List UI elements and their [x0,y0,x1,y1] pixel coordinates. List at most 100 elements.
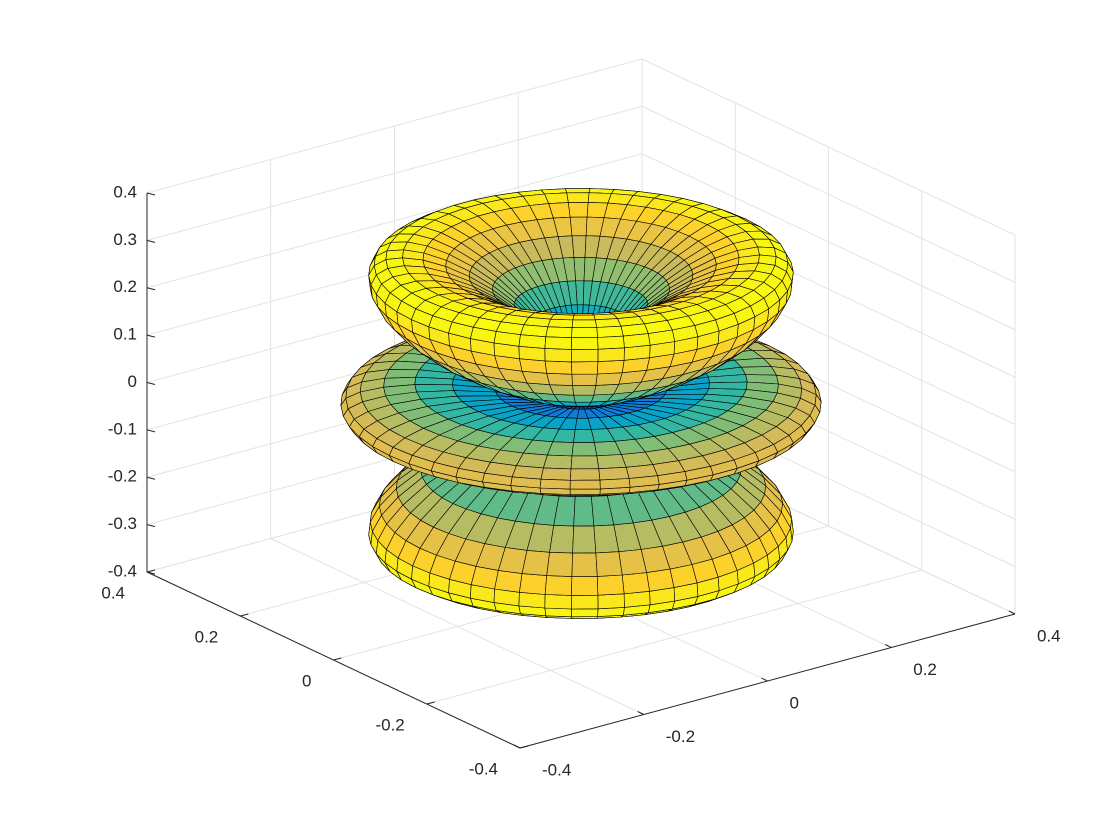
surface-patch [546,372,573,386]
surface-patch [544,348,572,363]
surface-patch [546,551,573,577]
surface-patch [596,454,627,470]
z-tick [146,524,156,528]
surface-patch [571,594,599,610]
surface-patch [571,608,599,618]
x-tick-label: 0.4 [1037,626,1061,645]
surface-patch [518,591,546,609]
surface-patch [571,337,599,350]
surface-patch [544,575,573,596]
surface-patch [740,366,777,376]
surface-patch [543,454,573,470]
surface-patch [571,576,599,596]
x-tick [513,744,521,749]
z-tick [146,239,156,243]
z-tick-label: -0.3 [108,514,137,533]
z-tick [146,571,156,575]
z-tick-label: -0.4 [108,561,137,580]
surface-patch [596,574,625,596]
surface-patch [569,488,601,495]
surface-patch [569,468,601,481]
surface-patch [540,467,572,481]
surface-patch [622,333,651,349]
grid-line [426,569,922,705]
surface-patch [571,327,598,339]
surface-patch [573,394,595,403]
surface-patch [598,466,630,481]
surface-patch [595,551,623,577]
surface-patch [571,442,598,457]
z-tick [146,287,156,291]
surface-patch [573,429,595,443]
surface-patch [587,192,612,204]
z-tick-label: 0.4 [113,182,137,201]
y-tick [240,613,249,617]
z-tick-label: 0.1 [113,325,137,344]
surface-patch [544,336,572,350]
x-tick-label: 0 [790,693,799,712]
surface-patch [494,570,523,593]
z-tick-label: 0.3 [113,230,137,249]
z-tick-label: 0.2 [113,277,137,296]
surface-patch [708,381,748,390]
surface-patch [571,235,587,258]
surface-patch [599,478,631,490]
surface-patch [572,314,596,321]
surface-patch [597,335,625,350]
y-tick-label: 0.4 [101,583,125,602]
surface-patch [519,573,548,595]
x-tick [1008,610,1016,615]
surface-patch [566,192,590,203]
surface-patch [572,385,597,396]
surface-patch [574,401,592,407]
surface-patch [539,478,571,490]
x-tick-label: -0.2 [666,727,695,746]
surface-patch [518,334,547,349]
y-tick [519,745,529,749]
y-tick-label: -0.2 [375,715,404,734]
surface-patch [596,325,624,338]
y-tick-label: 0.2 [195,627,219,646]
surface-patch [569,479,601,490]
surface-patch [621,572,650,595]
z-tick [146,382,156,385]
surface-patch [573,496,595,527]
y-tick [333,657,342,661]
z-tick-label: -0.1 [108,419,137,438]
surface-patch [545,326,573,339]
x-tick-label: -0.4 [542,760,571,779]
x-tick [637,711,644,715]
surface-patch [597,593,625,610]
x-tick [885,644,892,648]
surface-patch [544,360,573,375]
axes-layer: -0.4 -0.3 -0.2 -0.1 0 0.1 0.2 0.3 0.4 -0.4 -0.2 0 0.… [101,182,1060,779]
surface-patch [646,568,675,592]
y-tick [426,701,435,705]
surface-patch [567,202,589,218]
surface-patch [544,607,572,618]
surface-patch [544,594,572,610]
surface-patch [596,359,625,375]
surface-patch [571,319,598,329]
surface-patch [572,525,597,554]
surface-patch [569,216,588,237]
z-tick-label: -0.2 [108,467,137,486]
surface-patch [518,345,546,362]
z-tick [146,334,156,338]
surface-patch [521,550,550,576]
z-tick-label: 0 [128,372,137,391]
y-tick [146,569,156,573]
y-tick-label: -0.4 [469,759,498,778]
surface-patch [571,373,598,386]
x-tick [761,677,768,682]
surface [340,188,822,619]
surface-patch [564,188,591,194]
surface-patch [549,525,575,554]
y-tick-label: 0 [302,671,311,690]
x-tick-label: 0.2 [913,660,937,679]
z-tick [146,192,156,196]
z-tick [146,429,156,433]
surface-patch [571,552,598,577]
